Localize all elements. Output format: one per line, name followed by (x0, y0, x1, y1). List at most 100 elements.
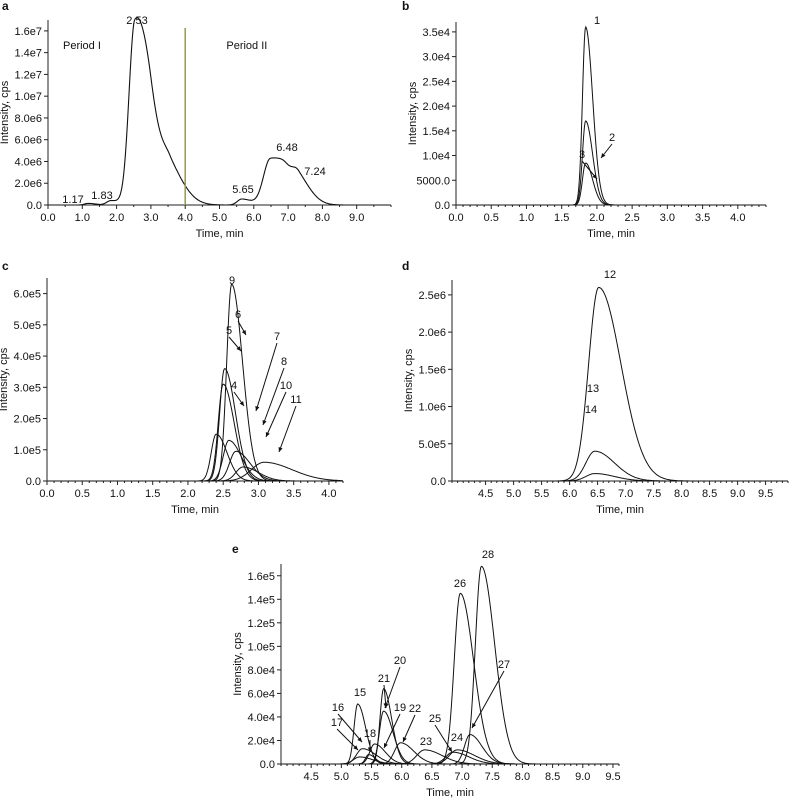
y-tick-label: 1.0e6 (418, 402, 446, 414)
peak-arrow (384, 666, 401, 709)
peak-arrow (471, 670, 505, 729)
y-tick-label: 2.0e6 (418, 327, 446, 339)
y-tick-label: 3.0e5 (13, 382, 41, 394)
arrowhead-icon (447, 747, 452, 752)
arrowhead-icon (236, 346, 241, 351)
peak-label: 2.53 (126, 15, 147, 27)
x-tick-label: 8.0 (515, 771, 530, 783)
y-tick-label: 1.0e5 (13, 445, 41, 457)
arrowhead-icon (601, 153, 606, 158)
peak-label: 3 (579, 149, 585, 161)
x-tick-label: 5.5 (534, 488, 549, 500)
peak-label: 13 (587, 383, 599, 395)
y-tick-label: 8.0e6 (14, 113, 42, 125)
peak-label: 7 (274, 331, 280, 343)
y-tick-label: 2.5e4 (422, 76, 450, 88)
x-tick-label: 2.0 (589, 212, 604, 224)
y-tick-label: 1.0e7 (14, 91, 42, 103)
y-tick-label: 2.0e5 (13, 414, 41, 426)
peak-label: 5.65 (232, 184, 253, 196)
x-tick-label: 3.0 (660, 212, 675, 224)
x-tick-label: 2.0 (109, 212, 124, 224)
x-tick-label: 7.0 (618, 488, 633, 500)
peak-arrow (265, 391, 287, 438)
x-tick-label: 4.5 (478, 488, 493, 500)
x-tick-label: 2.0 (180, 488, 195, 500)
peak-arrow (383, 713, 401, 749)
y-axis-label: Intensity, cps (403, 348, 415, 412)
peak-trace-9 (48, 283, 343, 482)
y-tick-label: 1.0e5 (247, 641, 275, 653)
peak-arrow (336, 728, 359, 751)
peak-arrow (337, 713, 363, 743)
arrowhead-icon (357, 737, 362, 742)
y-tick-label: 1.4e5 (247, 594, 275, 606)
peak-trace-4 (48, 433, 343, 482)
y-tick-label: 5.0e5 (418, 439, 446, 451)
region-label: Period I (63, 40, 101, 52)
peak-trace-3 (457, 162, 766, 206)
x-tick-label: 1.5 (145, 488, 160, 500)
peak-label: 26 (454, 578, 466, 590)
y-tick-label: 2.0e4 (247, 735, 275, 747)
peak-label: 14 (585, 404, 597, 416)
peak-arrow (402, 714, 416, 743)
arrowhead-icon (353, 745, 358, 750)
x-tick-label: 2.5 (216, 488, 231, 500)
x-tick-label: 0.0 (40, 212, 55, 224)
x-tick-label: 9.0 (349, 212, 364, 224)
peak-trace-13 (453, 450, 788, 482)
y-tick-label: 6.0e6 (14, 135, 42, 147)
y-tick-label: 0.0 (27, 200, 42, 212)
x-tick-label: 0.0 (39, 488, 54, 500)
x-tick-label: 6.5 (590, 488, 605, 500)
x-axis-label: Time, min (587, 228, 635, 240)
x-tick-label: 5.0 (334, 771, 349, 783)
y-tick-label: 6.0e4 (247, 688, 275, 700)
peak-label: 25 (429, 713, 441, 725)
y-axis-label: Intensity, cps (0, 80, 11, 144)
y-tick-label: 1.6e5 (247, 571, 275, 583)
peak-trace-10 (48, 466, 343, 482)
arrowhead-icon (239, 401, 244, 406)
peak-trace-16 (282, 748, 619, 765)
panel-e: e 4.5 5.0 5.5 6.0 6.5 7.0 7.5 8.0 8.5 9.0 9.5 0.0 2.0… (232, 542, 621, 799)
peak-label: 27 (498, 659, 510, 671)
peak-trace-17 (282, 756, 619, 765)
peak-trace-7 (48, 439, 343, 482)
peak-label: 23 (420, 736, 432, 748)
arrowhead-icon (241, 330, 246, 335)
panel-c: c 0.0 0.5 1.0 1.5 2.0 2.5 3.0 3.5 4.0 0.0 1.0e5 2.0e… (0, 259, 344, 516)
x-tick-label: 1.5 (554, 212, 569, 224)
panel-d: d 4.5 5.0 5.5 6.0 6.5 7.0 7.5 8.0 8.5 9.0 9.5 0.0 5.0… (402, 259, 789, 516)
x-tick-label: 3.5 (695, 212, 710, 224)
y-tick-label: 3.5e4 (422, 27, 450, 39)
x-tick-label: 1.0 (110, 488, 125, 500)
y-tick-label: 1.5e6 (418, 364, 446, 376)
peak-label: 1.83 (91, 190, 112, 202)
peak-label: 28 (482, 549, 494, 561)
y-axis-label: Intensity, cps (0, 347, 10, 411)
x-axis-label: Time, min (171, 504, 219, 516)
peak-label: 21 (378, 673, 390, 685)
arrowhead-icon (265, 432, 270, 437)
x-tick-label: 8.5 (545, 771, 560, 783)
y-tick-label: 4.0e5 (13, 351, 41, 363)
x-tick-label: 3.0 (143, 212, 158, 224)
y-axis-label: Intensity, cps (232, 632, 244, 696)
y-tick-label: 0.0 (435, 200, 450, 212)
arrowhead-icon (278, 447, 283, 452)
y-tick-label: 4.0e6 (14, 156, 42, 168)
x-tick-label: 8.0 (315, 212, 330, 224)
x-tick-label: 6.0 (246, 212, 261, 224)
peak-label: 5 (226, 325, 232, 337)
y-tick-label: 8.0e4 (247, 665, 275, 677)
y-tick-label: 6.0e5 (13, 289, 41, 301)
y-tick-label: 2.0e4 (422, 101, 450, 113)
peak-label: 6.48 (276, 142, 297, 154)
y-tick-label: 1.6e7 (14, 26, 42, 38)
y-tick-label: 0.0 (431, 476, 446, 488)
arrowhead-icon (255, 406, 260, 411)
peak-label: 18 (364, 728, 376, 740)
peak-label: 6 (235, 309, 241, 321)
